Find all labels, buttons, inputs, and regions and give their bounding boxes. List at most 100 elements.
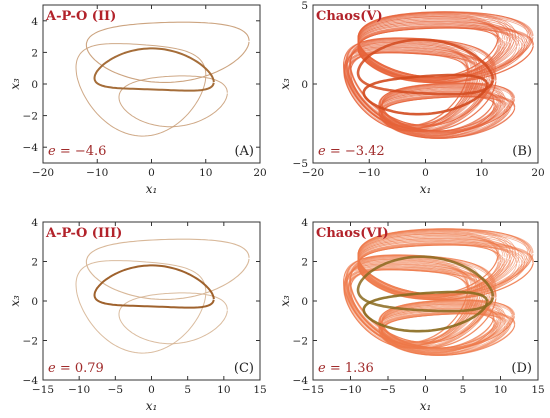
- panel-title: Chaos(VI): [316, 226, 389, 241]
- x-axis-label: x₁: [420, 182, 432, 196]
- trajectory-line: [350, 52, 496, 132]
- y-tick-label: −2: [23, 336, 38, 348]
- trajectory-line: [347, 42, 485, 128]
- trajectory-line: [356, 38, 495, 96]
- trajectory-line: [343, 263, 471, 347]
- panel-4: −15 −10 −5 0 5 10 15 −4 −2 0 2 4 x₁ x₃ Chaos(VI) e = 1.…: [278, 217, 545, 413]
- trajectory-line: [118, 75, 228, 128]
- x-tick-label: 0: [422, 167, 429, 179]
- y-tick-label: 4: [31, 217, 38, 229]
- trajectory-line: [349, 49, 492, 131]
- x-tick-label: 10: [217, 384, 230, 396]
- y-tick-label: −5: [293, 158, 308, 170]
- parameter-annotation: e = −3.42: [318, 144, 385, 159]
- plot-frame: [42, 221, 261, 381]
- x-tick-label: 0: [148, 384, 155, 396]
- y-tick-label: −2: [23, 111, 38, 123]
- trajectory-line: [357, 229, 534, 296]
- x-axis-label: x₁: [420, 399, 432, 413]
- y-tick-label: 4: [31, 16, 38, 28]
- panel-label: (C): [234, 361, 254, 376]
- trajectory: [343, 228, 534, 356]
- trajectory: [343, 11, 534, 139]
- panel-title: A-P-O (II): [45, 9, 116, 24]
- trajectory-line: [343, 258, 468, 345]
- trajectory-line: [362, 73, 489, 116]
- y-tick-label: 2: [31, 257, 38, 269]
- trajectory-line: [75, 43, 207, 137]
- x-tick-label: 5: [460, 384, 467, 396]
- y-tick-label: 0: [31, 296, 38, 308]
- trajectory-line: [356, 255, 495, 313]
- x-tick-label: 15: [253, 384, 266, 396]
- panel-title: A-P-O (III): [45, 226, 122, 241]
- x-axis-label: x₁: [146, 399, 158, 413]
- y-tick-label: 2: [301, 257, 308, 269]
- trajectory-line: [350, 38, 497, 126]
- trajectory-line: [379, 307, 501, 353]
- trajectory-line: [347, 52, 484, 132]
- trajectory-line: [85, 238, 250, 300]
- trajectory-line: [118, 292, 228, 345]
- x-tick-label: 5: [184, 384, 191, 396]
- y-tick-label: 0: [31, 79, 38, 91]
- x-tick-label: −15: [32, 384, 54, 396]
- trajectory-line: [347, 259, 485, 345]
- trajectory-line: [343, 41, 468, 128]
- trajectory-line: [349, 266, 492, 348]
- x-tick-label: 15: [531, 384, 544, 396]
- x-tick-label: −5: [380, 384, 395, 396]
- trajectory-line: [347, 269, 484, 349]
- panel-title: Chaos(V): [316, 9, 383, 24]
- x-tick-label: 10: [494, 384, 507, 396]
- trajectory-line: [75, 260, 207, 354]
- trajectory-line: [362, 290, 489, 333]
- trajectory-line: [350, 255, 497, 343]
- trajectory-line: [343, 46, 471, 130]
- trajectory-line: [357, 12, 534, 79]
- x-tick-label: 0: [422, 384, 429, 396]
- panel-2: −20 −10 0 10 20 −5 0 5 x₁ x₃ Chaos(V) e = −3.42 (B): [278, 0, 545, 196]
- trajectory: [75, 21, 250, 137]
- x-tick-label: −20: [302, 167, 324, 179]
- trajectory-line: [345, 46, 478, 130]
- x-tick-label: 10: [475, 167, 488, 179]
- trajectory-line: [379, 90, 501, 136]
- x-tick-label: −10: [358, 167, 380, 179]
- x-tick-label: −10: [68, 384, 90, 396]
- trajectory-line: [85, 21, 250, 83]
- y-axis-label: x₃: [278, 295, 292, 307]
- y-axis-label: x₃: [278, 78, 292, 90]
- y-tick-label: 4: [301, 217, 308, 229]
- y-tick-label: 0: [301, 79, 308, 91]
- y-axis-label: x₃: [8, 78, 22, 90]
- x-tick-label: 20: [253, 167, 266, 179]
- y-tick-label: −4: [23, 142, 39, 154]
- y-tick-label: −2: [293, 336, 308, 348]
- x-tick-label: −15: [302, 384, 324, 396]
- parameter-annotation: e = −4.6: [48, 144, 106, 159]
- y-axis-label: x₃: [8, 295, 22, 307]
- panel-label: (B): [512, 144, 532, 159]
- x-tick-label: 0: [148, 167, 155, 179]
- x-tick-label: −10: [339, 384, 361, 396]
- plot-frame: [42, 4, 261, 164]
- trajectory-line: [93, 264, 215, 309]
- x-tick-label: 10: [199, 167, 212, 179]
- panel-label: (D): [511, 361, 532, 376]
- trajectory: [75, 238, 250, 354]
- x-tick-label: −20: [32, 167, 54, 179]
- x-tick-label: −10: [86, 167, 108, 179]
- y-tick-label: 5: [301, 0, 308, 12]
- trajectory-line: [349, 254, 492, 343]
- parameter-annotation: e = 1.36: [318, 361, 374, 376]
- trajectory-line: [349, 37, 492, 126]
- x-tick-label: −5: [108, 384, 123, 396]
- x-tick-label: 20: [531, 167, 544, 179]
- y-tick-label: −4: [293, 375, 309, 387]
- y-tick-label: −4: [23, 375, 39, 387]
- parameter-annotation: e = 0.79: [48, 361, 104, 376]
- trajectory-line: [93, 47, 215, 92]
- y-tick-label: 0: [301, 296, 308, 308]
